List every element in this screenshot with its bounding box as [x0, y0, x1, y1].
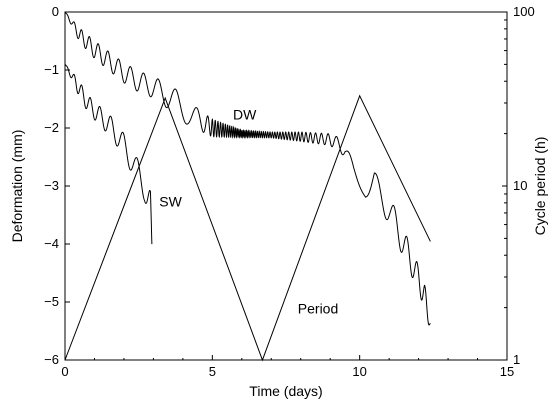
- y-tick-label: 0: [52, 4, 59, 19]
- series-layer: [64, 11, 431, 362]
- annotation-period: Period: [298, 301, 338, 317]
- y-tick-label: −4: [44, 236, 59, 251]
- x-axis-title: Time (days): [249, 383, 322, 399]
- annotation-dw: DW: [233, 106, 257, 122]
- x-tick-label: 10: [352, 364, 366, 379]
- x-tick-label: 15: [500, 364, 514, 379]
- annotations-layer: DW SW Period: [159, 106, 338, 316]
- y2-tick-label: 10: [513, 178, 527, 193]
- ticks-layer: 0 5 10 15 0 −1 −2 −3 −4 −5 −6 1 10 100: [44, 4, 535, 379]
- y-axis-title: Deformation (mm): [9, 130, 25, 243]
- series-line-dw: [64, 11, 431, 326]
- x-tick-label: 5: [209, 364, 216, 379]
- y-tick-label: −1: [44, 62, 59, 77]
- x-tick-label: 0: [61, 364, 68, 379]
- annotation-sw: SW: [159, 193, 182, 209]
- y-tick-label: −2: [44, 120, 59, 135]
- series-line-sw: [64, 63, 153, 245]
- series-line-period: [64, 94, 431, 362]
- y-tick-label: −3: [44, 178, 59, 193]
- y2-axis-title: Cycle period (h): [532, 137, 548, 236]
- y2-tick-label: 1: [513, 352, 520, 367]
- labels-layer: Time (days) Deformation (mm) Cycle perio…: [9, 130, 548, 399]
- y-tick-label: −5: [44, 294, 59, 309]
- y-tick-label: −6: [44, 352, 59, 367]
- y2-tick-label: 100: [513, 4, 535, 19]
